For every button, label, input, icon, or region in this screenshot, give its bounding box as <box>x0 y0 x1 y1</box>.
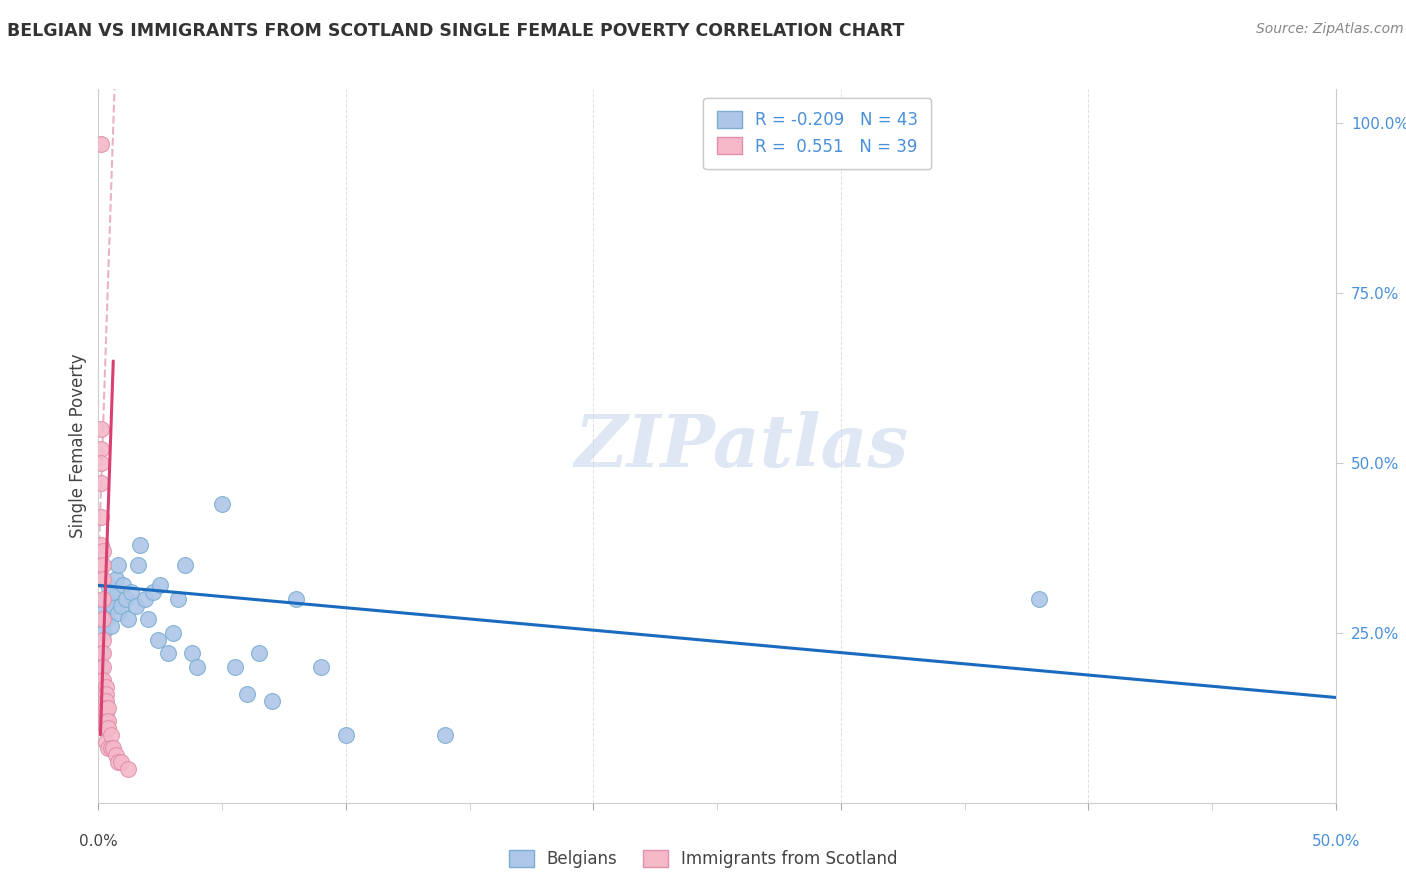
Point <box>124 599 146 613</box>
Point <box>110 599 132 613</box>
Point <box>97 721 120 735</box>
Text: ZIPatlas: ZIPatlas <box>575 410 908 482</box>
Point <box>120 585 142 599</box>
Point <box>134 591 156 606</box>
Point <box>136 612 159 626</box>
Text: 50.0%: 50.0% <box>1312 834 1360 849</box>
Point <box>94 687 117 701</box>
Point <box>90 456 112 470</box>
Point <box>90 700 112 714</box>
Point <box>162 626 184 640</box>
Point <box>247 646 270 660</box>
Point <box>93 660 115 674</box>
Point <box>93 544 115 558</box>
Point <box>94 714 117 729</box>
Point <box>107 755 129 769</box>
Point <box>94 612 117 626</box>
Point <box>93 626 115 640</box>
Point <box>104 748 127 763</box>
Point <box>93 646 115 660</box>
Point <box>90 136 112 151</box>
Point <box>93 558 115 572</box>
Point <box>90 422 112 436</box>
Point <box>94 591 117 606</box>
Point <box>166 591 188 606</box>
Point <box>103 599 125 613</box>
Point <box>129 537 152 551</box>
Point <box>112 578 135 592</box>
Point <box>93 606 115 620</box>
Point <box>186 660 208 674</box>
Point <box>90 558 112 572</box>
Legend: R = -0.209   N = 43, R =  0.551   N = 39: R = -0.209 N = 43, R = 0.551 N = 39 <box>703 97 931 169</box>
Point <box>104 572 127 586</box>
Point <box>90 510 112 524</box>
Point <box>224 660 246 674</box>
Point <box>90 442 112 457</box>
Point <box>97 741 120 756</box>
Point <box>93 572 115 586</box>
Text: 0.0%: 0.0% <box>79 834 118 849</box>
Point <box>90 646 112 660</box>
Point <box>94 680 117 694</box>
Point <box>309 660 332 674</box>
Point <box>1028 591 1050 606</box>
Point <box>107 606 129 620</box>
Point <box>142 585 165 599</box>
Point <box>97 714 120 729</box>
Point <box>127 558 149 572</box>
Point <box>103 585 125 599</box>
Point <box>94 707 117 722</box>
Point <box>285 591 308 606</box>
Point <box>174 558 197 572</box>
Point <box>103 741 125 756</box>
Point <box>90 572 112 586</box>
Point <box>93 632 115 647</box>
Point <box>433 728 456 742</box>
Point <box>94 700 117 714</box>
Point <box>110 755 132 769</box>
Point <box>90 476 112 491</box>
Point <box>93 612 115 626</box>
Point <box>181 646 204 660</box>
Point <box>94 694 117 708</box>
Point <box>335 728 357 742</box>
Point <box>100 619 122 633</box>
Point <box>93 673 115 688</box>
Point <box>90 660 112 674</box>
Point <box>146 632 169 647</box>
Point <box>149 578 172 592</box>
Point <box>260 694 283 708</box>
Point <box>107 558 129 572</box>
Point <box>90 537 112 551</box>
Text: BELGIAN VS IMMIGRANTS FROM SCOTLAND SINGLE FEMALE POVERTY CORRELATION CHART: BELGIAN VS IMMIGRANTS FROM SCOTLAND SING… <box>7 22 904 40</box>
Point <box>90 673 112 688</box>
Y-axis label: Single Female Poverty: Single Female Poverty <box>69 354 87 538</box>
Point <box>94 734 117 748</box>
Point <box>117 612 139 626</box>
Point <box>236 687 259 701</box>
Point <box>94 721 117 735</box>
Text: Source: ZipAtlas.com: Source: ZipAtlas.com <box>1256 22 1403 37</box>
Point <box>117 762 139 776</box>
Point <box>114 591 136 606</box>
Legend: Belgians, Immigrants from Scotland: Belgians, Immigrants from Scotland <box>502 843 904 875</box>
Point <box>100 591 122 606</box>
Point <box>100 741 122 756</box>
Point <box>156 646 179 660</box>
Point <box>211 497 233 511</box>
Point <box>100 728 122 742</box>
Point <box>93 591 115 606</box>
Point <box>97 578 120 592</box>
Point <box>97 700 120 714</box>
